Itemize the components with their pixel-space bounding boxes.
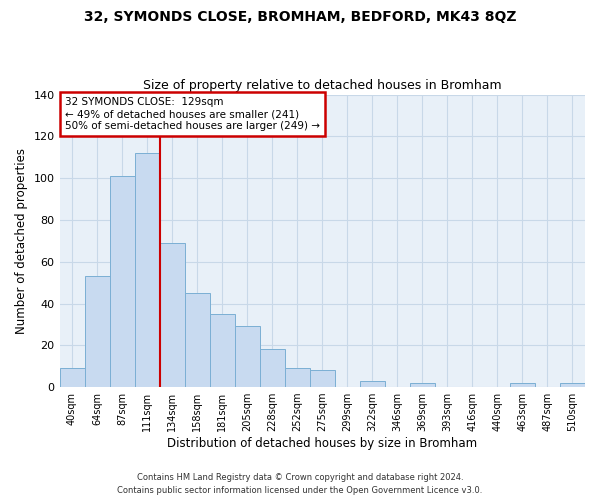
Bar [310,370,335,387]
Y-axis label: Number of detached properties: Number of detached properties [15,148,28,334]
Bar [410,383,435,387]
Bar [110,176,134,387]
Bar [235,326,260,387]
Text: 32, SYMONDS CLOSE, BROMHAM, BEDFORD, MK43 8QZ: 32, SYMONDS CLOSE, BROMHAM, BEDFORD, MK4… [84,10,516,24]
Text: Contains HM Land Registry data © Crown copyright and database right 2024.
Contai: Contains HM Land Registry data © Crown c… [118,474,482,495]
Bar [134,153,160,387]
Bar [260,350,285,387]
Bar [510,383,535,387]
Text: 32 SYMONDS CLOSE:  129sqm
← 49% of detached houses are smaller (241)
50% of semi: 32 SYMONDS CLOSE: 129sqm ← 49% of detach… [65,98,320,130]
Bar [209,314,235,387]
Bar [160,243,185,387]
Bar [185,293,209,387]
Bar [85,276,110,387]
Bar [360,381,385,387]
Bar [285,368,310,387]
Title: Size of property relative to detached houses in Bromham: Size of property relative to detached ho… [143,79,502,92]
Bar [560,383,585,387]
X-axis label: Distribution of detached houses by size in Bromham: Distribution of detached houses by size … [167,437,478,450]
Bar [59,368,85,387]
